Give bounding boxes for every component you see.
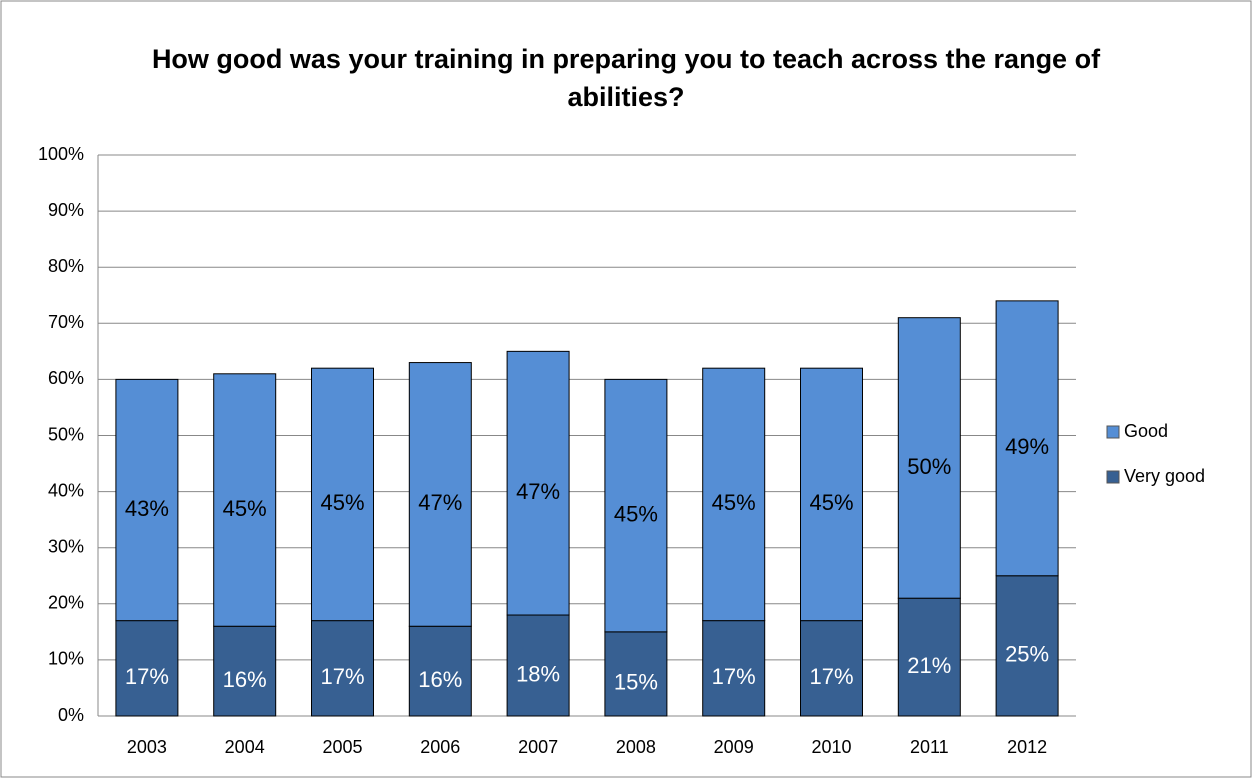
y-tick-label: 60%	[48, 368, 84, 388]
data-label: 15%	[614, 670, 658, 695]
data-label: 43%	[125, 496, 169, 521]
x-tick-label: 2005	[322, 737, 362, 757]
data-label: 45%	[614, 501, 658, 526]
bar-segment	[213, 373, 277, 627]
data-label: 17%	[712, 664, 756, 689]
bar-segment	[311, 367, 374, 622]
x-tick-label: 2007	[518, 737, 558, 757]
data-label: 47%	[418, 490, 462, 515]
bar-segment	[604, 378, 668, 633]
data-label: 45%	[712, 490, 756, 515]
bar-segment	[897, 317, 961, 599]
chart-title: How good was your training in preparing …	[151, 44, 1101, 112]
data-label: 17%	[809, 664, 853, 689]
x-tick-label: 2011	[910, 737, 949, 757]
legend-label: Good	[1124, 421, 1168, 441]
data-label: 16%	[418, 667, 462, 692]
data-label: 21%	[907, 653, 951, 678]
legend-swatch	[1106, 425, 1120, 439]
legend-label: Very good	[1124, 466, 1205, 486]
bar-segment	[995, 300, 1059, 577]
data-label: 49%	[1005, 434, 1049, 459]
bar-segment	[311, 620, 374, 717]
y-tick-label: 20%	[48, 593, 84, 613]
bar-segment	[800, 620, 863, 717]
bar-segment	[897, 597, 961, 717]
y-tick-label: 40%	[48, 480, 84, 500]
data-label: 45%	[320, 490, 364, 515]
data-label: 16%	[223, 667, 267, 692]
data-label: 50%	[907, 454, 951, 479]
data-label: 47%	[516, 479, 560, 504]
y-tick-label: 70%	[48, 312, 84, 332]
y-tick-label: 80%	[48, 256, 84, 276]
data-label: 17%	[125, 664, 169, 689]
y-tick-label: 30%	[48, 536, 84, 556]
x-tick-label: 2009	[714, 737, 754, 757]
bar-segment	[604, 631, 668, 717]
data-label: 25%	[1005, 642, 1049, 667]
y-tick-label: 100%	[38, 144, 84, 164]
bar-segment	[408, 625, 472, 717]
x-tick-label: 2004	[225, 737, 265, 757]
legend-swatch	[1106, 470, 1120, 484]
data-label: 45%	[809, 490, 853, 515]
data-label: 18%	[516, 661, 560, 686]
y-tick-label: 0%	[58, 705, 84, 725]
x-tick-label: 2008	[616, 737, 656, 757]
bar-segment	[115, 378, 179, 622]
bar-segment	[800, 367, 863, 622]
bar-segment	[995, 575, 1059, 717]
y-tick-label: 10%	[48, 649, 84, 669]
x-tick-label: 2012	[1007, 737, 1047, 757]
x-tick-label: 2003	[127, 737, 167, 757]
bar-segment	[506, 350, 570, 616]
bar-segment	[408, 362, 472, 627]
x-tick-label: 2006	[420, 737, 460, 757]
bar-segment	[702, 367, 766, 622]
data-label: 17%	[320, 664, 364, 689]
y-tick-label: 50%	[48, 424, 84, 444]
bar-segment	[506, 614, 570, 717]
bar-segment	[702, 620, 766, 717]
x-tick-label: 2010	[811, 737, 851, 757]
data-label: 45%	[223, 496, 267, 521]
y-tick-label: 90%	[48, 200, 84, 220]
